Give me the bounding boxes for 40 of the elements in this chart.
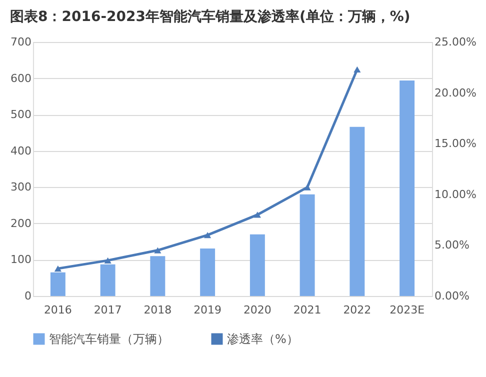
bar: [50, 272, 66, 296]
y2-tick-label: 25.00%: [434, 36, 476, 48]
x-tick-label: 2016: [44, 304, 72, 316]
y-tick-label: 300: [10, 180, 32, 194]
y-tick-label: 100: [10, 253, 32, 266]
point: [354, 66, 361, 72]
bar: [300, 194, 315, 296]
bar: [350, 126, 365, 296]
y-tick-label: 400: [10, 144, 32, 158]
point: [54, 266, 62, 272]
bar: [150, 256, 166, 296]
bar: [100, 264, 116, 296]
y2-tick-label: 15.00%: [434, 137, 476, 150]
y-tick-label: 0: [24, 290, 32, 302]
y-tick-label: 600: [10, 72, 32, 85]
legend-label: 智能汽车销量（万辆）: [49, 332, 169, 346]
x-tick-label: 2019: [194, 304, 222, 316]
point: [254, 212, 261, 218]
chart-title: 图表8：2016-2023年智能汽车销量及渗透率(单位：万辆，%): [10, 8, 410, 25]
x-tick-label: 2018: [144, 304, 172, 316]
y2-tick-label: 0.00%: [434, 290, 470, 302]
x-tick-label: 2021: [293, 304, 322, 316]
x-tick-label: 2017: [94, 304, 122, 316]
bar: [400, 80, 415, 296]
y2-tick-label: 10.00%: [434, 188, 476, 201]
x-tick-label: 2020: [243, 304, 272, 316]
y2-tick-label: 5.00%: [434, 238, 470, 252]
y-tick-label: 700: [10, 36, 32, 48]
bar: [250, 234, 265, 296]
point: [304, 184, 311, 190]
legend-label: 渗透率（%）: [227, 332, 298, 346]
y-tick-label: 500: [10, 108, 32, 122]
y-tick-label: 200: [10, 216, 32, 230]
point: [154, 247, 162, 254]
y2-tick-label: 20.00%: [434, 86, 476, 100]
x-tick-label: 2023E: [390, 304, 425, 316]
x-tick-label: 2022: [343, 304, 372, 316]
bar: [200, 248, 216, 296]
point: [204, 232, 212, 238]
point: [104, 257, 112, 264]
